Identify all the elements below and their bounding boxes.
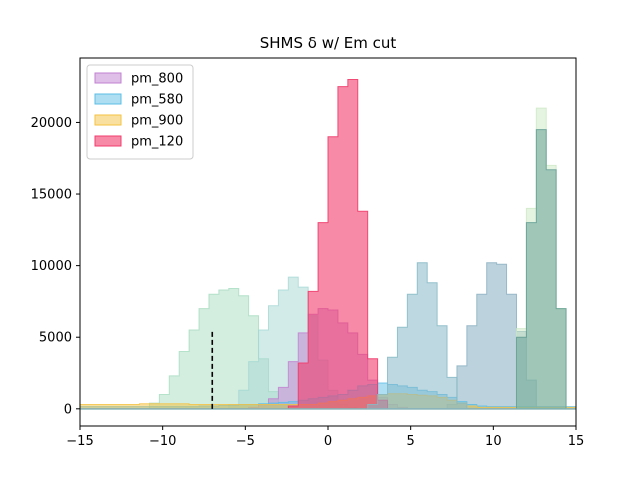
legend-swatch-pm_900 [94, 114, 122, 126]
chart-title: SHMS δ w/ Em cut [260, 34, 397, 52]
x-tick-label: 10 [485, 434, 502, 449]
legend-swatch-pm_120 [94, 135, 122, 147]
x-tick-label: 0 [324, 434, 332, 449]
x-tick-label: 5 [407, 434, 415, 449]
x-tick-label: −5 [236, 434, 255, 449]
legend: pm_800 pm_580 pm_900 pm_120 [86, 64, 194, 160]
legend-swatch-pm_580 [94, 93, 122, 105]
x-tick-label: 15 [568, 434, 585, 449]
legend-label-pm_120: pm_120 [131, 135, 183, 150]
legend-label-pm_580: pm_580 [131, 93, 183, 108]
x-axis: −15 −10 −5 0 5 10 15 [66, 426, 584, 449]
hist-background_8 [80, 262, 576, 410]
x-tick-label: −10 [149, 434, 176, 449]
y-axis: 0 5000 10000 15000 20000 [31, 116, 80, 417]
y-tick-label: 0 [64, 402, 72, 417]
x-tick-label: −15 [66, 434, 93, 449]
y-tick-label: 20000 [31, 116, 72, 131]
y-tick-label: 5000 [39, 331, 72, 346]
legend-swatch-pm_800 [94, 72, 122, 84]
y-tick-label: 15000 [31, 188, 72, 203]
legend-label-pm_900: pm_900 [131, 114, 183, 129]
legend-label-pm_800: pm_800 [131, 72, 183, 87]
series-background_8 [80, 262, 576, 410]
y-tick-label: 10000 [31, 259, 72, 274]
